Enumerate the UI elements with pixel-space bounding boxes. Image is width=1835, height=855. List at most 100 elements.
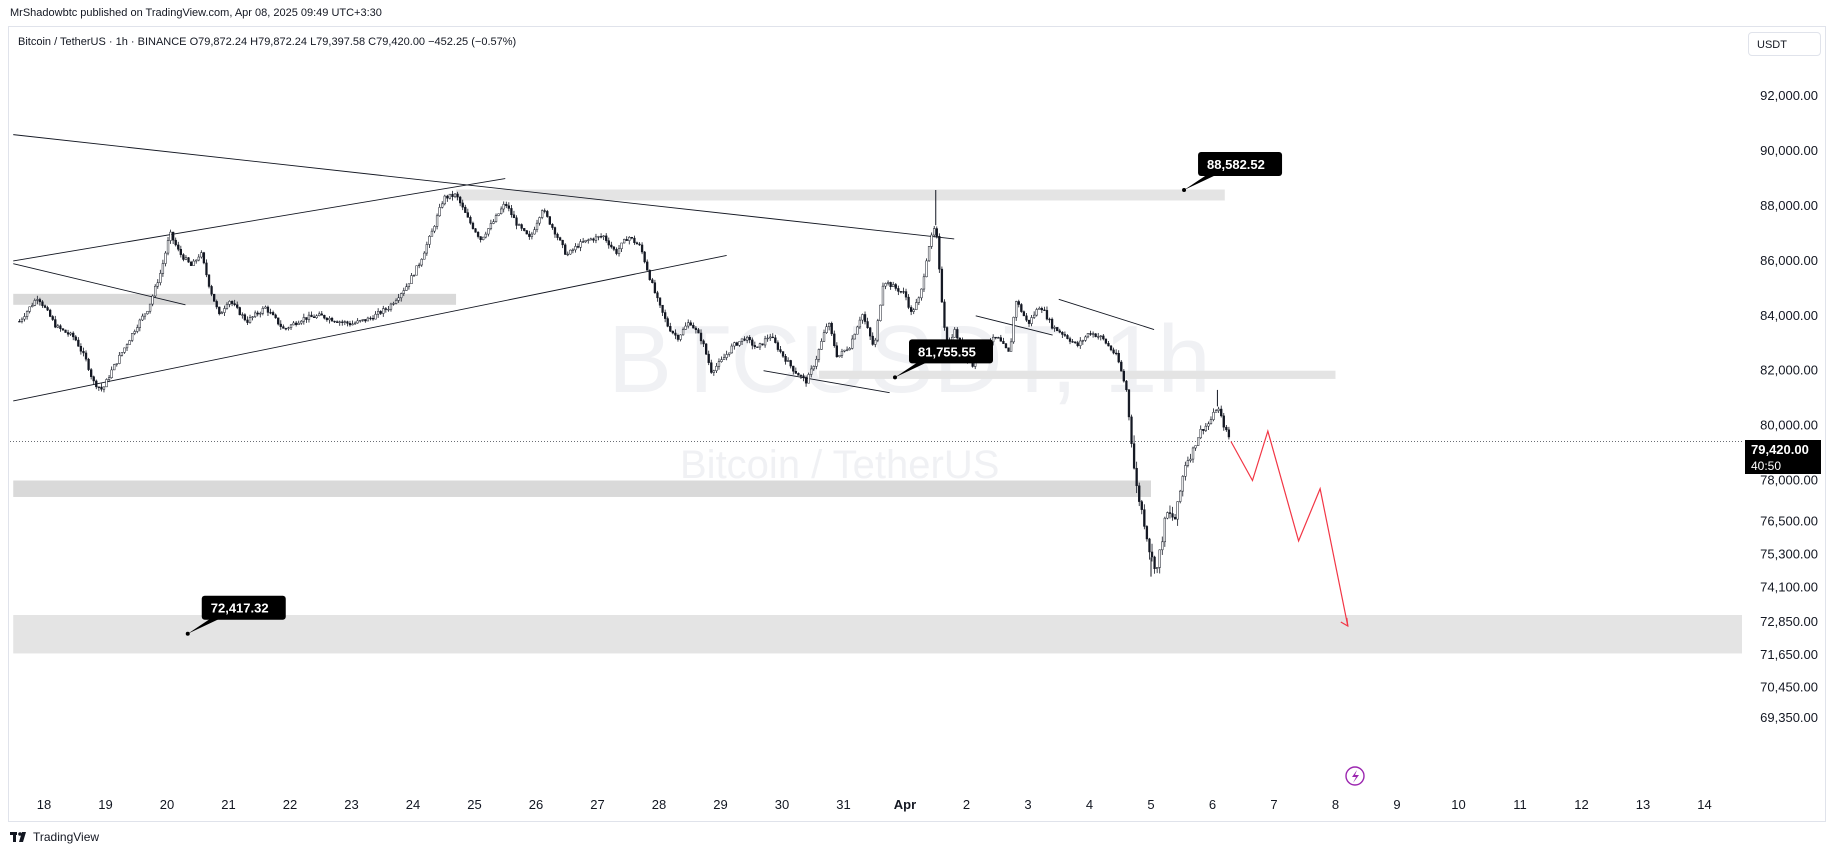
candle	[279, 320, 282, 330]
currency-button[interactable]: USDT	[1748, 32, 1821, 56]
candle	[41, 300, 44, 308]
candle-body	[623, 239, 626, 244]
candle	[343, 320, 346, 326]
countdown: 40:50	[1751, 459, 1781, 473]
candle	[1107, 340, 1110, 347]
candle	[751, 337, 754, 350]
candle-body	[443, 195, 446, 205]
candle	[702, 339, 705, 348]
candle-body	[956, 329, 959, 339]
candle-body	[1097, 336, 1100, 338]
price-tick-label: 72,850.00	[1760, 614, 1818, 629]
candle-body	[1112, 349, 1115, 354]
candle-body	[515, 217, 518, 226]
candle-body	[702, 340, 705, 345]
candle	[412, 274, 416, 277]
candle-body	[318, 313, 321, 317]
date-tick-label: 27	[590, 797, 604, 812]
candle	[687, 319, 690, 329]
candle	[797, 372, 800, 376]
candle	[320, 311, 323, 316]
candle-body	[289, 324, 293, 328]
candle-body	[1017, 301, 1020, 305]
candle-body	[356, 320, 359, 324]
candle-body	[661, 304, 664, 313]
candle-body	[576, 246, 580, 248]
price-axis[interactable]: 92,000.00 90,000.00 88,000.00 86,000.00 84,0…	[1760, 88, 1818, 725]
candle	[512, 210, 516, 219]
candle	[994, 336, 997, 340]
candle	[1173, 513, 1177, 520]
candle-body	[146, 310, 149, 315]
candle	[607, 237, 610, 249]
candle-body	[582, 241, 585, 243]
candle	[804, 375, 808, 387]
candle	[464, 204, 467, 213]
candle	[725, 350, 728, 361]
candle-body	[236, 304, 239, 308]
candle-body	[279, 323, 282, 327]
candle-body	[1020, 304, 1023, 312]
candle-body	[18, 321, 21, 323]
candle-body	[1186, 460, 1190, 466]
candle	[453, 193, 457, 199]
candle-body	[330, 317, 334, 322]
candle	[617, 244, 621, 257]
candle	[533, 226, 536, 235]
candle-body	[684, 325, 687, 330]
time-axis[interactable]: 18 19 20 21 22 23 24 25 26 27 28 29 30 31 Apr 2 3 4 5 6 7 8 9 1…	[37, 797, 1712, 812]
candle-body	[166, 240, 170, 254]
candle	[505, 201, 508, 209]
candle-body	[1150, 551, 1154, 558]
candle-body	[107, 377, 111, 380]
candle	[628, 236, 631, 245]
candle	[712, 369, 715, 376]
callout-0: 88,582.52	[1182, 152, 1283, 193]
candle	[874, 337, 877, 348]
candle-body	[1227, 429, 1231, 438]
lightning-icon[interactable]	[1345, 766, 1365, 786]
candle-body	[679, 334, 682, 340]
candle-body	[638, 243, 641, 246]
candle	[889, 281, 892, 290]
candle	[1104, 338, 1108, 345]
candle-body	[1181, 476, 1184, 492]
candle-body	[733, 342, 736, 347]
candle-body	[671, 330, 674, 334]
candle	[525, 230, 528, 235]
candle-body	[1207, 423, 1210, 427]
candle	[205, 259, 208, 278]
candle-body	[189, 261, 193, 266]
candle-body	[74, 336, 77, 341]
candle-body	[943, 301, 946, 328]
candle-body	[333, 320, 336, 323]
candle-body	[359, 320, 362, 322]
candle	[763, 335, 767, 348]
candle-body	[558, 237, 562, 241]
candle	[697, 328, 700, 334]
candle	[156, 279, 159, 289]
candle	[740, 338, 744, 345]
candle-body	[1214, 410, 1218, 413]
candle	[658, 297, 662, 309]
candle	[192, 259, 195, 266]
candle-body	[1045, 310, 1049, 320]
candle-body	[1189, 458, 1192, 461]
candle	[1225, 424, 1228, 432]
candle-body	[271, 312, 275, 316]
zone-2	[13, 615, 1742, 654]
candle-body	[148, 303, 152, 312]
candle-body	[336, 321, 339, 323]
candle	[1091, 331, 1095, 338]
candle-body	[315, 315, 318, 318]
callout-label: 88,582.52	[1207, 157, 1265, 172]
candle-body	[835, 345, 838, 358]
candle	[187, 257, 190, 263]
candle	[930, 232, 933, 249]
candle	[953, 327, 956, 338]
price-series	[18, 190, 1231, 577]
candle	[1017, 299, 1020, 308]
candle	[487, 228, 490, 237]
candle	[138, 318, 141, 332]
